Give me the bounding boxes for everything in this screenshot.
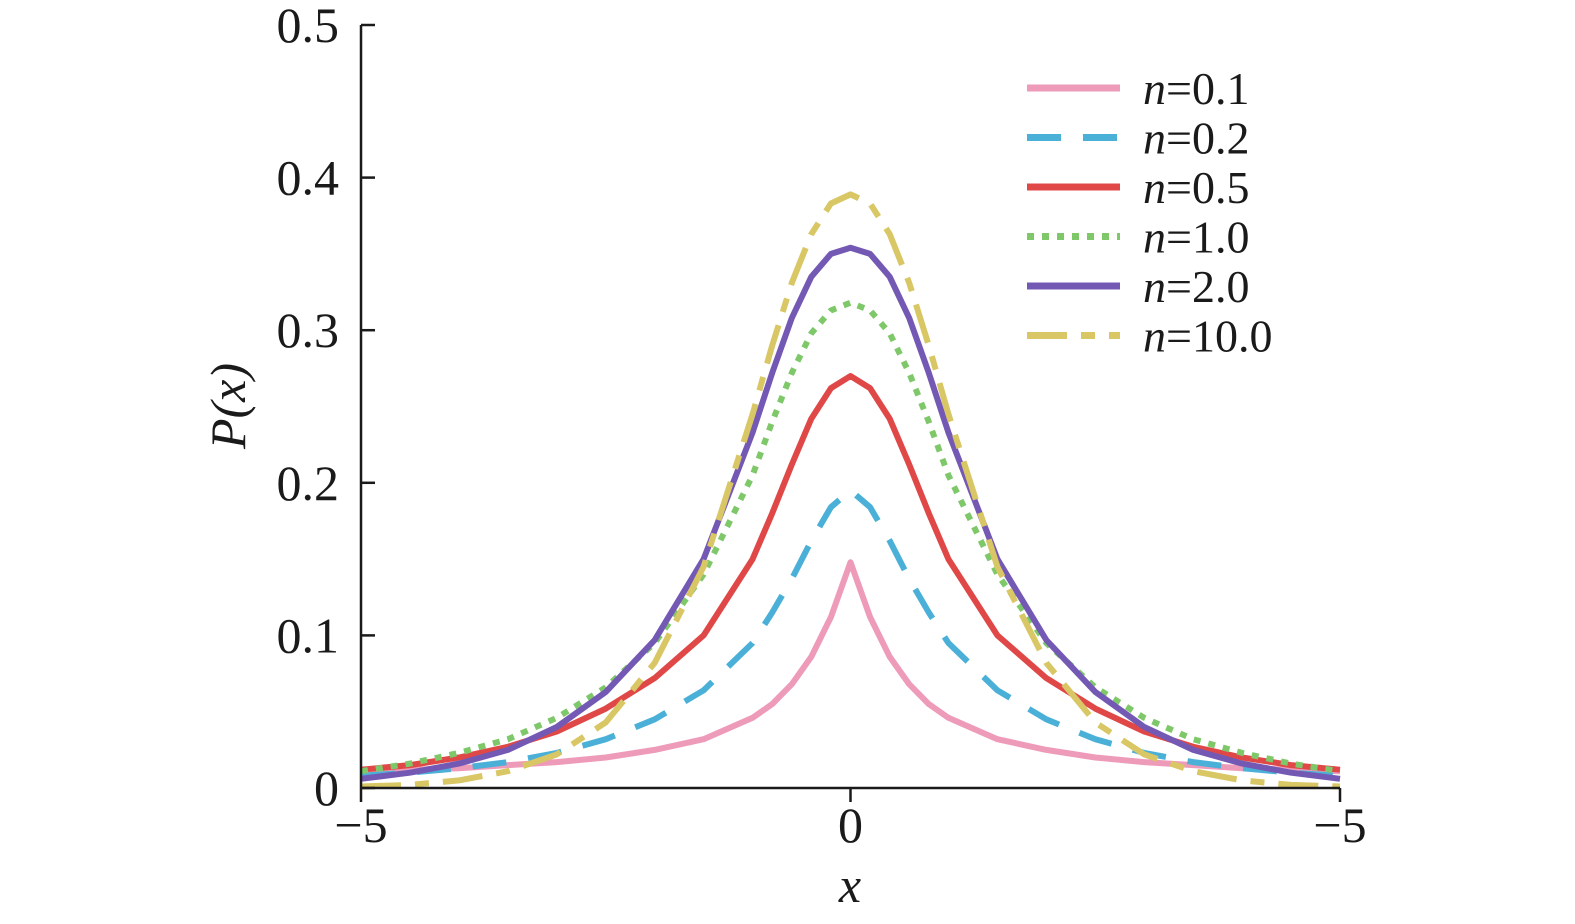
legend-label-value: =0.2 <box>1166 113 1249 164</box>
legend-label-var: n <box>1143 113 1166 164</box>
x-tick-label: −5 <box>334 797 387 853</box>
legend-label-value: =0.5 <box>1166 162 1249 213</box>
y-tick-label: 0.3 <box>277 302 340 358</box>
series-line-1 <box>360 487 1341 779</box>
legend-label-0: n=0.1 <box>1143 63 1249 114</box>
legend-label-value: =2.0 <box>1166 261 1249 312</box>
x-tick-label: −5 <box>1313 797 1366 853</box>
legend-label-5: n=10.0 <box>1143 311 1272 362</box>
legend-label-3: n=1.0 <box>1143 212 1249 263</box>
x-axis-ticks: −5 0 −5 <box>334 788 1367 853</box>
y-tick-label: 0.1 <box>277 607 340 663</box>
y-tick-label: 0 <box>314 760 339 816</box>
legend-label-2: n=0.5 <box>1143 162 1249 213</box>
series-line-0 <box>360 559 1341 775</box>
legend-label-4: n=2.0 <box>1143 261 1249 312</box>
series-line-2 <box>360 373 1341 773</box>
series-line-5 <box>360 191 1341 790</box>
series-line-3 <box>360 299 1341 775</box>
legend-label-var: n <box>1143 261 1166 312</box>
x-tick-label: 0 <box>838 797 863 853</box>
legend-label-1: n=0.2 <box>1143 113 1249 164</box>
legend-label-value: =0.1 <box>1166 63 1249 114</box>
series-line-4 <box>360 244 1341 782</box>
legend-label-value: =1.0 <box>1166 212 1249 263</box>
plot-area <box>360 191 1341 790</box>
legend-label-var: n <box>1143 311 1166 362</box>
y-tick-label: 0.5 <box>277 0 340 53</box>
legend: n=0.1n=0.2n=0.5n=1.0n=2.0n=10.0 <box>1027 63 1272 362</box>
x-axis-label: x <box>838 857 861 913</box>
legend-label-var: n <box>1143 212 1166 263</box>
y-axis-label: P(x) <box>200 363 256 450</box>
legend-label-var: n <box>1143 162 1166 213</box>
y-tick-label: 0.4 <box>277 150 340 206</box>
legend-label-var: n <box>1143 63 1166 114</box>
legend-label-value: =10.0 <box>1166 311 1272 362</box>
y-axis-ticks: 0 0.1 0.2 0.3 0.4 0.5 <box>277 0 375 816</box>
y-tick-label: 0.2 <box>277 455 340 511</box>
